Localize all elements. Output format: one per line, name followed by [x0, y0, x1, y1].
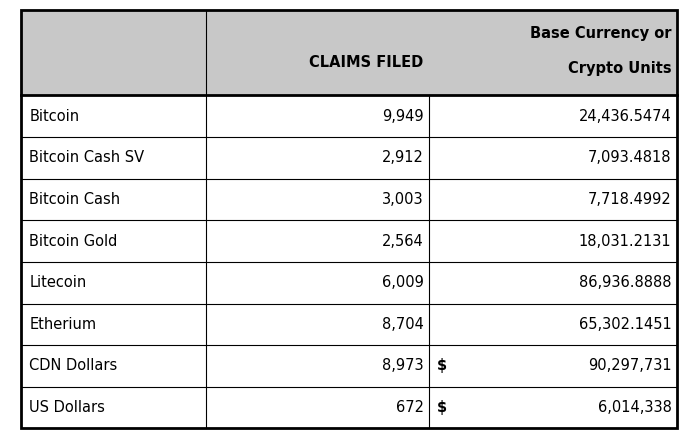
Text: Bitcoin Gold: Bitcoin Gold: [29, 233, 118, 249]
Text: 90,297,731: 90,297,731: [588, 358, 671, 374]
Text: 18,031.2131: 18,031.2131: [579, 233, 671, 249]
Text: Bitcoin: Bitcoin: [29, 109, 80, 124]
Text: Crypto Units: Crypto Units: [568, 60, 671, 75]
Bar: [21, 262, 677, 304]
Bar: [21, 137, 677, 179]
Text: 672: 672: [396, 400, 424, 415]
Text: Base Currency or: Base Currency or: [530, 26, 671, 41]
Text: 7,093.4818: 7,093.4818: [588, 150, 671, 166]
Bar: [21, 179, 677, 220]
Text: US Dollars: US Dollars: [29, 400, 105, 415]
Text: 2,912: 2,912: [382, 150, 424, 166]
Text: 65,302.1451: 65,302.1451: [579, 317, 671, 332]
Text: Bitcoin Cash: Bitcoin Cash: [29, 192, 121, 207]
Text: 8,704: 8,704: [382, 317, 424, 332]
Text: 6,009: 6,009: [382, 275, 424, 290]
Bar: [21, 304, 677, 345]
Text: 24,436.5474: 24,436.5474: [579, 109, 671, 124]
Bar: [21, 387, 677, 428]
Text: 2,564: 2,564: [382, 233, 424, 249]
Text: 8,973: 8,973: [382, 358, 424, 374]
Bar: [21, 10, 677, 95]
Text: 6,014,338: 6,014,338: [597, 400, 671, 415]
Text: CDN Dollars: CDN Dollars: [29, 358, 117, 374]
Bar: [21, 220, 677, 262]
Text: $: $: [437, 400, 447, 415]
Text: Etherium: Etherium: [29, 317, 96, 332]
Text: 9,949: 9,949: [382, 109, 424, 124]
Text: CLAIMS FILED: CLAIMS FILED: [309, 55, 424, 71]
Text: 3,003: 3,003: [382, 192, 424, 207]
Text: 86,936.8888: 86,936.8888: [579, 275, 671, 290]
Bar: [21, 95, 677, 137]
Text: $: $: [437, 358, 447, 374]
Text: 7,718.4992: 7,718.4992: [588, 192, 671, 207]
Bar: [21, 345, 677, 387]
Text: Litecoin: Litecoin: [29, 275, 87, 290]
Text: Bitcoin Cash SV: Bitcoin Cash SV: [29, 150, 144, 166]
